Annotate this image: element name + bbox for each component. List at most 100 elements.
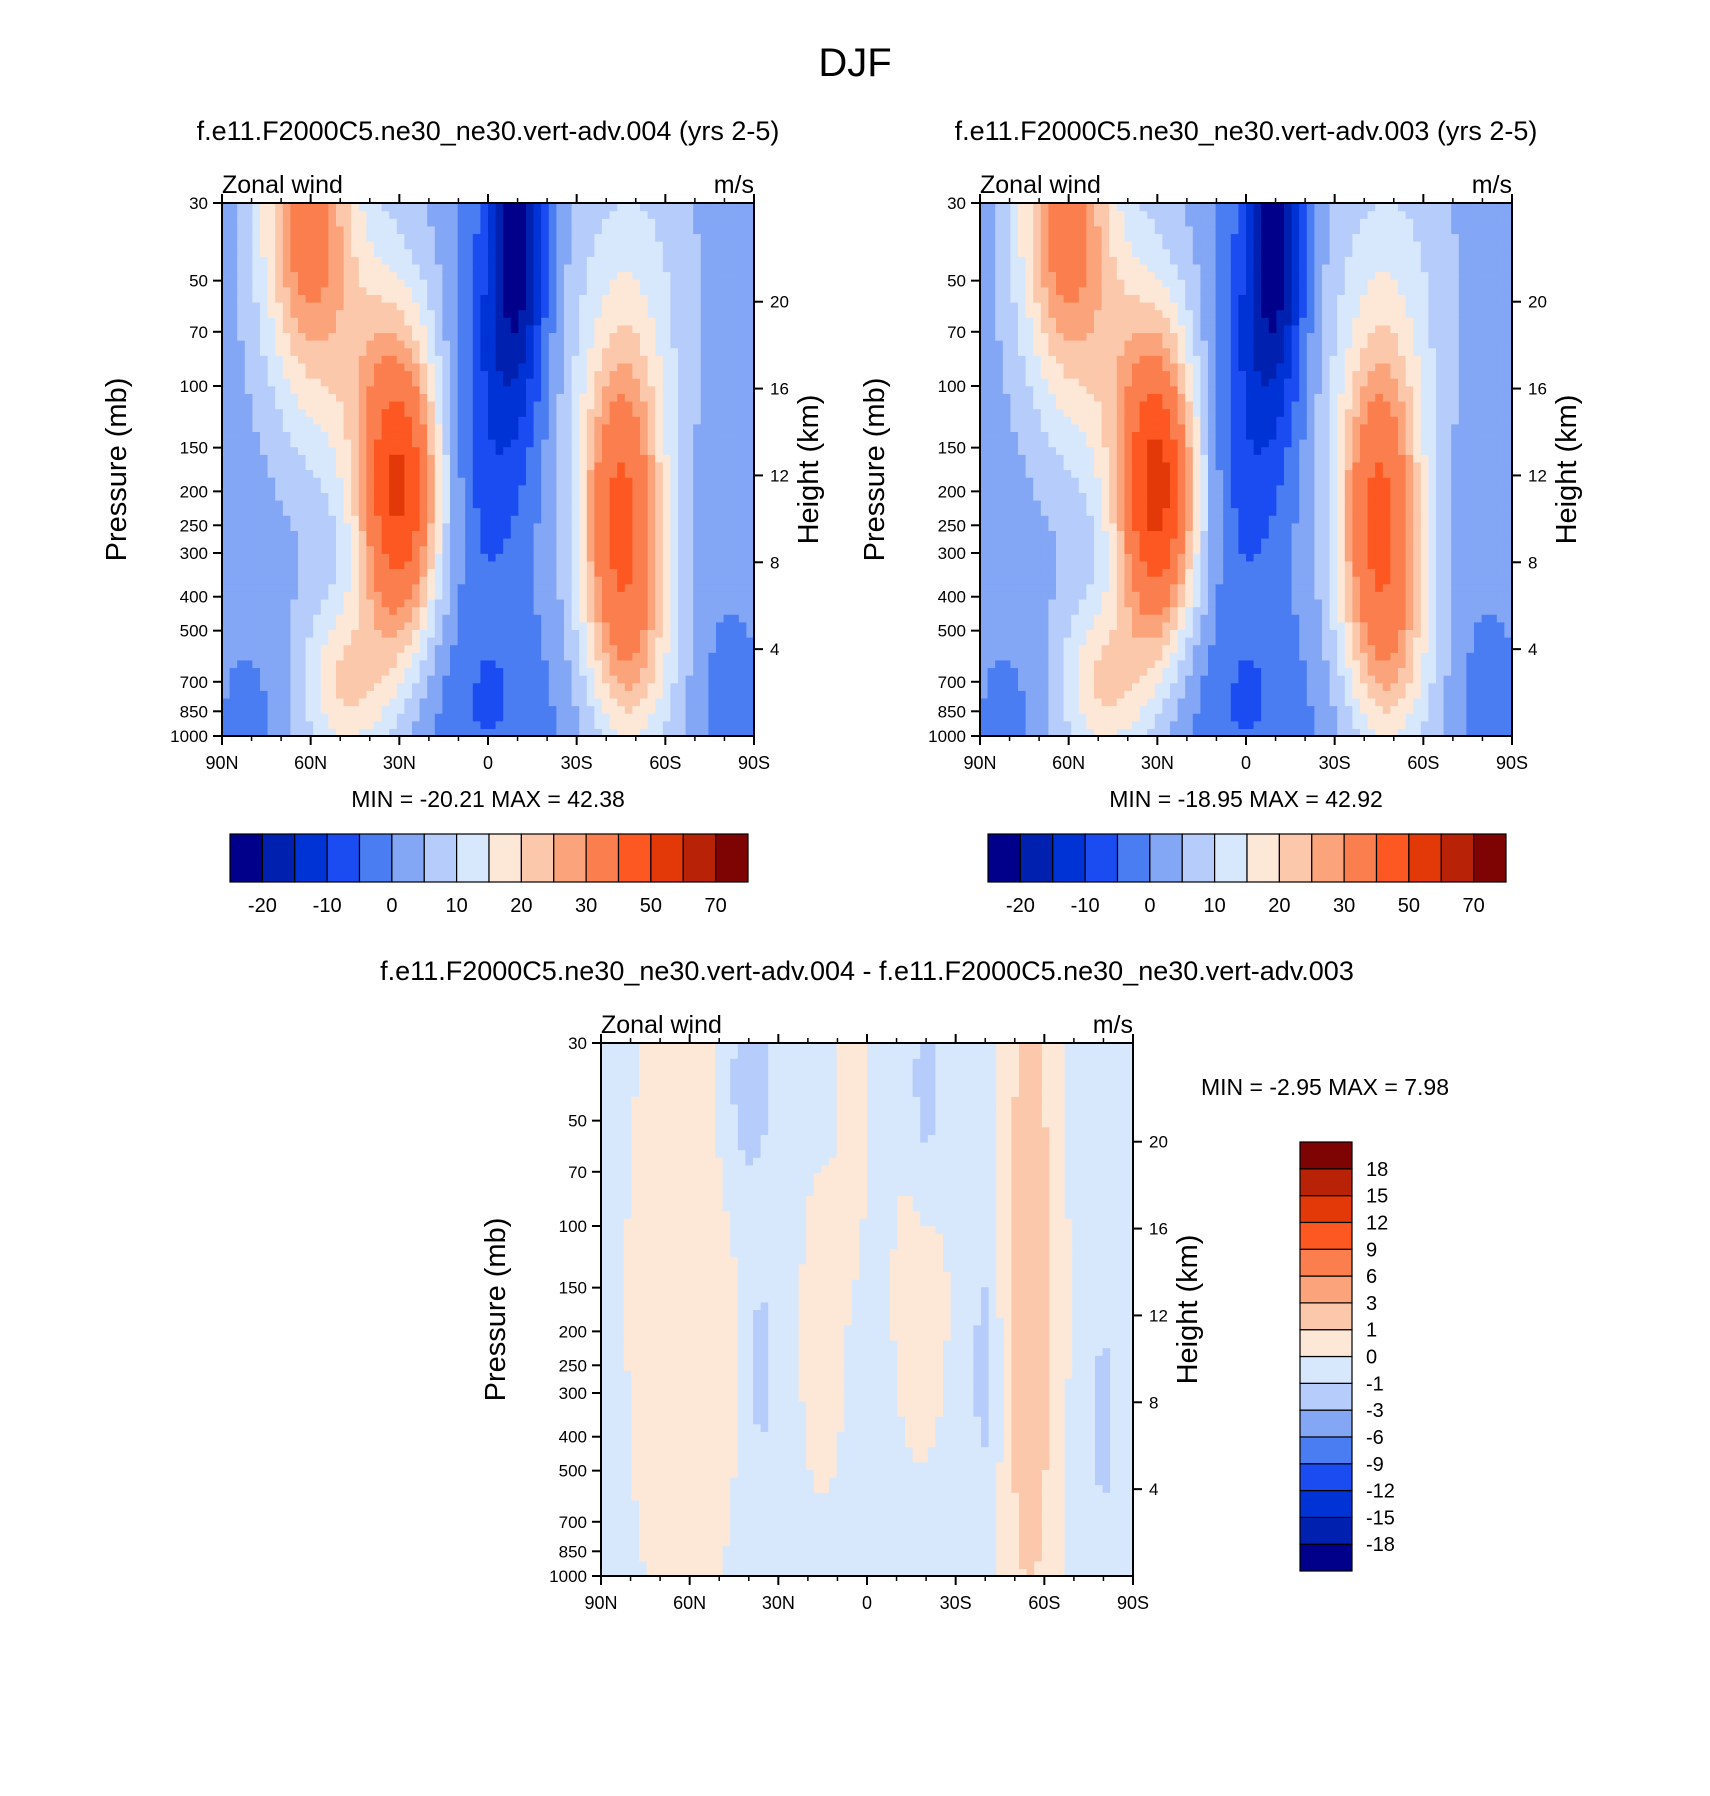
contour-cell bbox=[670, 272, 678, 280]
contour-cell bbox=[511, 614, 519, 622]
contour-cell bbox=[625, 485, 633, 493]
contour-cell bbox=[397, 477, 405, 485]
contour-cell bbox=[617, 287, 625, 295]
contour-cell bbox=[496, 294, 504, 302]
contour-cell bbox=[655, 713, 663, 721]
contour-cell bbox=[336, 500, 344, 508]
contour-cell bbox=[511, 454, 519, 462]
contour-cell bbox=[610, 675, 618, 683]
contour-cell bbox=[503, 203, 511, 211]
contour-cell bbox=[435, 332, 443, 340]
contour-cell bbox=[534, 637, 542, 645]
contour-cell bbox=[708, 515, 716, 523]
contour-cell bbox=[412, 500, 420, 508]
contour-cell bbox=[435, 706, 443, 714]
contour-cell bbox=[366, 500, 374, 508]
contour-cell bbox=[602, 401, 610, 409]
contour-cell bbox=[496, 409, 504, 417]
contour-cell bbox=[351, 279, 359, 287]
colorbar-swatch bbox=[295, 834, 327, 882]
contour-cell bbox=[458, 713, 466, 721]
contour-cell bbox=[587, 698, 595, 706]
contour-cell bbox=[640, 568, 648, 576]
contour-cell bbox=[230, 355, 238, 363]
contour-cell bbox=[670, 241, 678, 249]
contour-cell bbox=[458, 667, 466, 675]
contour-cell bbox=[382, 721, 390, 729]
contour-cell bbox=[290, 325, 298, 333]
contour-cell bbox=[252, 462, 260, 470]
contour-cell bbox=[670, 226, 678, 234]
contour-cell bbox=[374, 416, 382, 424]
contour-cell bbox=[268, 652, 276, 660]
contour-cell bbox=[442, 477, 450, 485]
contour-cell bbox=[693, 454, 701, 462]
contour-cell bbox=[237, 439, 245, 447]
contour-cell bbox=[252, 409, 260, 417]
contour-cell bbox=[610, 302, 618, 310]
contour-cell bbox=[579, 492, 587, 500]
contour-cell bbox=[587, 538, 595, 546]
contour-cell bbox=[724, 302, 732, 310]
contour-cell bbox=[465, 515, 473, 523]
contour-cell bbox=[328, 683, 336, 691]
contour-cell bbox=[374, 462, 382, 470]
contour-cell bbox=[283, 500, 291, 508]
contour-cell bbox=[579, 485, 587, 493]
contour-cell bbox=[298, 584, 306, 592]
contour-cell bbox=[526, 492, 534, 500]
contour-cell bbox=[488, 325, 496, 333]
contour-cell bbox=[701, 272, 709, 280]
contour-cell bbox=[359, 614, 367, 622]
contour-cell bbox=[556, 477, 564, 485]
contour-cell bbox=[290, 713, 298, 721]
contour-cell bbox=[724, 614, 732, 622]
contour-cell bbox=[442, 340, 450, 348]
contour-cell bbox=[268, 713, 276, 721]
contour-cell bbox=[473, 698, 481, 706]
contour-cell bbox=[336, 325, 344, 333]
contour-cell bbox=[693, 568, 701, 576]
contour-cell bbox=[252, 721, 260, 729]
contour-cell bbox=[359, 568, 367, 576]
contour-cell bbox=[655, 706, 663, 714]
contour-cell bbox=[625, 553, 633, 561]
contour-cell bbox=[480, 409, 488, 417]
contour-cell bbox=[306, 622, 314, 630]
contour-cell bbox=[724, 683, 732, 691]
contour-cell bbox=[701, 431, 709, 439]
contour-cell bbox=[412, 690, 420, 698]
contour-cell bbox=[708, 211, 716, 219]
contour-cell bbox=[412, 447, 420, 455]
contour-cell bbox=[275, 515, 283, 523]
contour-cell bbox=[427, 599, 435, 607]
contour-cell bbox=[488, 584, 496, 592]
contour-cell bbox=[359, 538, 367, 546]
contour-cell bbox=[473, 629, 481, 637]
contour-cell bbox=[268, 645, 276, 653]
contour-cell bbox=[526, 355, 534, 363]
contour-cell bbox=[275, 454, 283, 462]
contour-cell bbox=[298, 325, 306, 333]
contour-cell bbox=[739, 538, 747, 546]
contour-cell bbox=[366, 599, 374, 607]
contour-cell bbox=[480, 553, 488, 561]
contour-cell bbox=[701, 233, 709, 241]
contour-cell bbox=[435, 393, 443, 401]
contour-cell bbox=[488, 211, 496, 219]
contour-cell bbox=[321, 614, 329, 622]
contour-cell bbox=[222, 675, 230, 683]
contour-cell bbox=[594, 393, 602, 401]
contour-cell bbox=[670, 614, 678, 622]
contour-cell bbox=[245, 675, 253, 683]
contour-cell bbox=[617, 454, 625, 462]
contour-cell bbox=[610, 568, 618, 576]
contour-cell bbox=[610, 470, 618, 478]
contour-cell bbox=[290, 492, 298, 500]
contour-cell bbox=[541, 713, 549, 721]
contour-cell bbox=[724, 310, 732, 318]
contour-cell bbox=[724, 660, 732, 668]
contour-cell bbox=[610, 371, 618, 379]
contour-cell bbox=[412, 614, 420, 622]
contour-cell bbox=[739, 462, 747, 470]
